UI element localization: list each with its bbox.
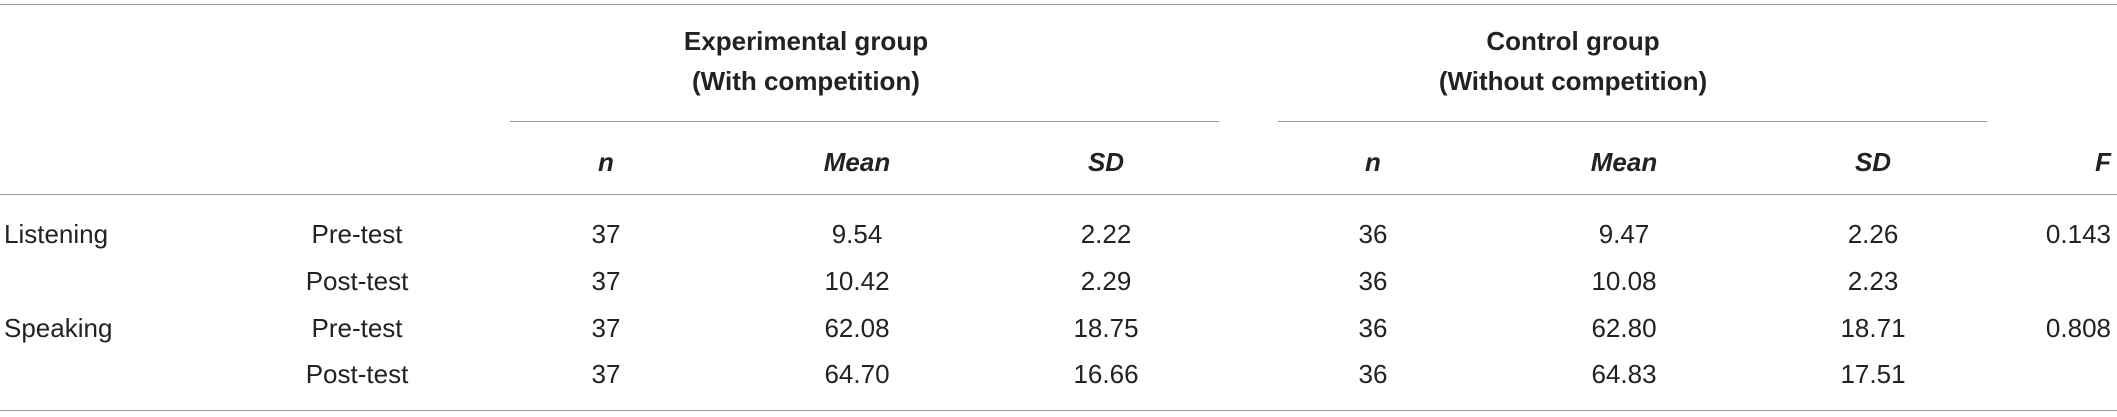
cell-exp-n: 37 xyxy=(591,219,621,249)
cell-exp-mean: 10.42 xyxy=(824,266,890,296)
cell-exp-sd: 18.75 xyxy=(1073,313,1139,343)
cell-ctl-sd: 2.23 xyxy=(1847,266,1899,296)
header-bottom-rule xyxy=(0,194,2117,195)
control-group-rule xyxy=(1278,121,1987,122)
cell-exp-n: 37 xyxy=(591,313,621,343)
col-header-exp-mean: Mean xyxy=(823,147,891,177)
control-group-title: Control group xyxy=(1486,26,1660,56)
col-header-f: F xyxy=(2095,147,2111,177)
row-skill: Speaking xyxy=(4,313,113,343)
cell-ctl-mean: 10.08 xyxy=(1591,266,1657,296)
col-header-ctl-n: n xyxy=(1365,147,1381,177)
cell-exp-sd: 16.66 xyxy=(1073,359,1139,389)
cell-ctl-n: 36 xyxy=(1358,219,1388,249)
experimental-group-rule xyxy=(510,121,1219,122)
cell-exp-sd: 2.22 xyxy=(1080,219,1132,249)
cell-ctl-n: 36 xyxy=(1358,313,1388,343)
cell-exp-n: 37 xyxy=(591,266,621,296)
cell-ctl-sd: 2.26 xyxy=(1847,219,1899,249)
row-phase: Post-test xyxy=(305,266,409,296)
experimental-group-subtitle: (With competition) xyxy=(692,66,920,96)
row-phase: Pre-test xyxy=(311,313,403,343)
control-group-subtitle: (Without competition) xyxy=(1438,66,1708,96)
cell-exp-mean: 9.54 xyxy=(831,219,883,249)
bottom-rule xyxy=(0,410,2117,411)
cell-ctl-n: 36 xyxy=(1358,359,1388,389)
cell-exp-mean: 62.08 xyxy=(824,313,890,343)
cell-f: 0.143 xyxy=(2045,219,2111,249)
top-rule xyxy=(0,4,2117,5)
row-skill: Listening xyxy=(4,219,109,249)
cell-ctl-mean: 62.80 xyxy=(1591,313,1657,343)
cell-ctl-mean: 64.83 xyxy=(1591,359,1657,389)
col-header-exp-sd: SD xyxy=(1087,147,1125,177)
row-phase: Post-test xyxy=(305,359,409,389)
row-phase: Pre-test xyxy=(311,219,403,249)
cell-exp-mean: 64.70 xyxy=(824,359,890,389)
col-header-ctl-mean: Mean xyxy=(1590,147,1658,177)
cell-exp-n: 37 xyxy=(591,359,621,389)
experimental-group-title: Experimental group xyxy=(683,26,929,56)
cell-ctl-sd: 17.51 xyxy=(1840,359,1906,389)
cell-ctl-sd: 18.71 xyxy=(1840,313,1906,343)
cell-ctl-mean: 9.47 xyxy=(1598,219,1650,249)
experimental-group-header: Experimental group (With competition) xyxy=(684,21,928,101)
cell-f: 0.808 xyxy=(2045,313,2111,343)
col-header-ctl-sd: SD xyxy=(1854,147,1892,177)
col-header-exp-n: n xyxy=(598,147,614,177)
cell-exp-sd: 2.29 xyxy=(1080,266,1132,296)
control-group-header: Control group (Without competition) xyxy=(1439,21,1707,101)
cell-ctl-n: 36 xyxy=(1358,266,1388,296)
